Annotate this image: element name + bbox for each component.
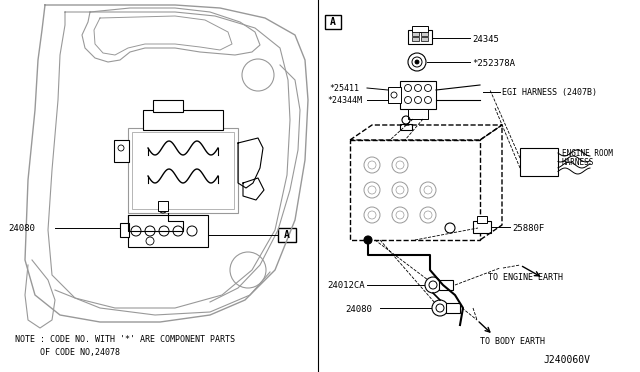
Bar [473, 221, 491, 233]
Bar [325, 15, 341, 29]
Bar [128, 215, 208, 247]
Text: A: A [284, 230, 290, 240]
Bar [350, 140, 480, 240]
Text: HARNESS: HARNESS [562, 157, 595, 167]
Text: NOTE : CODE NO. WITH '*' ARE COMPONENT PARTS: NOTE : CODE NO. WITH '*' ARE COMPONENT P… [15, 336, 235, 344]
Bar [408, 109, 428, 119]
Bar [421, 37, 428, 41]
Bar [477, 216, 487, 223]
Bar [408, 30, 432, 44]
Bar [439, 280, 453, 290]
Text: *24344M: *24344M [327, 96, 362, 105]
Bar [158, 201, 168, 211]
Text: 24345: 24345 [472, 35, 499, 44]
Text: 25880F: 25880F [512, 224, 544, 232]
Text: *252378A: *252378A [472, 58, 515, 67]
Text: J240060V: J240060V [543, 355, 590, 365]
Bar [446, 303, 460, 313]
Bar [132, 132, 234, 209]
Text: EGI HARNESS (2407B): EGI HARNESS (2407B) [502, 87, 597, 96]
Text: A: A [330, 17, 336, 27]
Bar [114, 140, 129, 162]
Text: ENGINE ROOM: ENGINE ROOM [562, 148, 613, 157]
Bar [278, 228, 296, 242]
Bar [153, 100, 183, 112]
Bar [128, 128, 238, 213]
Bar [412, 26, 428, 32]
Bar [520, 148, 558, 176]
Bar [412, 37, 419, 41]
Circle shape [415, 60, 419, 64]
Text: OF CODE NO,24078: OF CODE NO,24078 [15, 347, 120, 356]
Bar [143, 110, 223, 130]
Text: *25411: *25411 [329, 83, 359, 93]
Bar [400, 124, 412, 130]
Text: 24080: 24080 [8, 224, 35, 232]
Bar [388, 87, 401, 103]
Text: TO ENGINE EARTH: TO ENGINE EARTH [488, 273, 563, 282]
Bar [400, 81, 436, 109]
Bar [412, 32, 419, 36]
Text: TO BODY EARTH: TO BODY EARTH [480, 337, 545, 346]
Text: 24012CA: 24012CA [327, 282, 365, 291]
Text: 24080: 24080 [345, 305, 372, 314]
Bar [120, 223, 129, 237]
Circle shape [364, 236, 372, 244]
Bar [421, 32, 428, 36]
